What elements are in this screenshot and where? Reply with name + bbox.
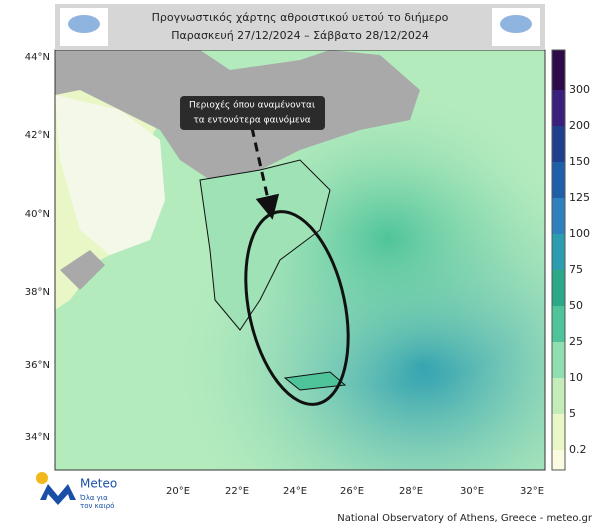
colorbar-swatch [552, 270, 565, 306]
lon-label: 30°E [460, 486, 484, 497]
colorbar-label: 75 [569, 263, 583, 276]
annotation-box [180, 96, 325, 130]
logo-mark [40, 484, 76, 505]
lat-label: 42°N [25, 130, 50, 141]
colorbar-swatch [552, 378, 565, 414]
colorbar-swatch [552, 90, 565, 126]
colorbar-label: 200 [569, 119, 590, 132]
colorbar-swatch [552, 450, 565, 470]
colorbar-swatch [552, 162, 565, 198]
lon-label: 26°E [340, 486, 364, 497]
cloud-icon [68, 15, 100, 33]
colorbar-swatch [552, 306, 565, 342]
colorbar-swatch [552, 414, 565, 450]
logo-sun [36, 472, 48, 484]
map: Περιοχές όπου αναμένονται τα εντονότερα … [55, 50, 545, 470]
annotation-text: τα εντονότερα φαινόμενα [193, 115, 310, 126]
colorbar-swatch [552, 342, 565, 378]
logo-tagline: τον καιρό [80, 502, 114, 510]
logo: Meteo Όλα για τον καιρό [36, 472, 117, 510]
lon-label: 20°E [166, 486, 190, 497]
lon-label: 24°E [283, 486, 307, 497]
lon-label: 28°E [399, 486, 423, 497]
colorbar-swatch [552, 198, 565, 234]
colorbar-label: 125 [569, 191, 590, 204]
logo-tagline: Όλα για [79, 494, 108, 502]
colorbar-frame [551, 49, 566, 471]
colorbar-label: 10 [569, 371, 583, 384]
colorbar-swatch [552, 50, 565, 90]
colorbar-swatch [552, 234, 565, 270]
lat-label: 40°N [25, 209, 50, 220]
lat-label: 44°N [25, 52, 50, 63]
footer: National Observatory of Athens, Greece -… [337, 513, 593, 524]
colorbar-label: 0.2 [569, 443, 587, 456]
lon-label: 32°E [520, 486, 544, 497]
colorbar-swatch [552, 126, 565, 162]
header-box [55, 4, 545, 50]
annotation-text: Περιοχές όπου αναμένονται [189, 100, 315, 111]
colorbar-label: 50 [569, 299, 583, 312]
lat-label: 36°N [25, 360, 50, 371]
lon-label: 22°E [225, 486, 249, 497]
cloud-icon [500, 15, 532, 33]
logo-name: Meteo [80, 477, 117, 491]
colorbar-label: 150 [569, 155, 590, 168]
colorbar-label: 100 [569, 227, 590, 240]
title: Προγνωστικός χάρτης αθροιστικού υετού το… [152, 11, 449, 24]
colorbar-label: 300 [569, 83, 590, 96]
colorbar-label: 25 [569, 335, 583, 348]
lat-label: 38°N [25, 287, 50, 298]
colorbar-label: 5 [569, 407, 576, 420]
subtitle: Παρασκευή 27/12/2024 – Σάββατο 28/12/202… [171, 29, 429, 42]
lat-label: 34°N [25, 432, 50, 443]
